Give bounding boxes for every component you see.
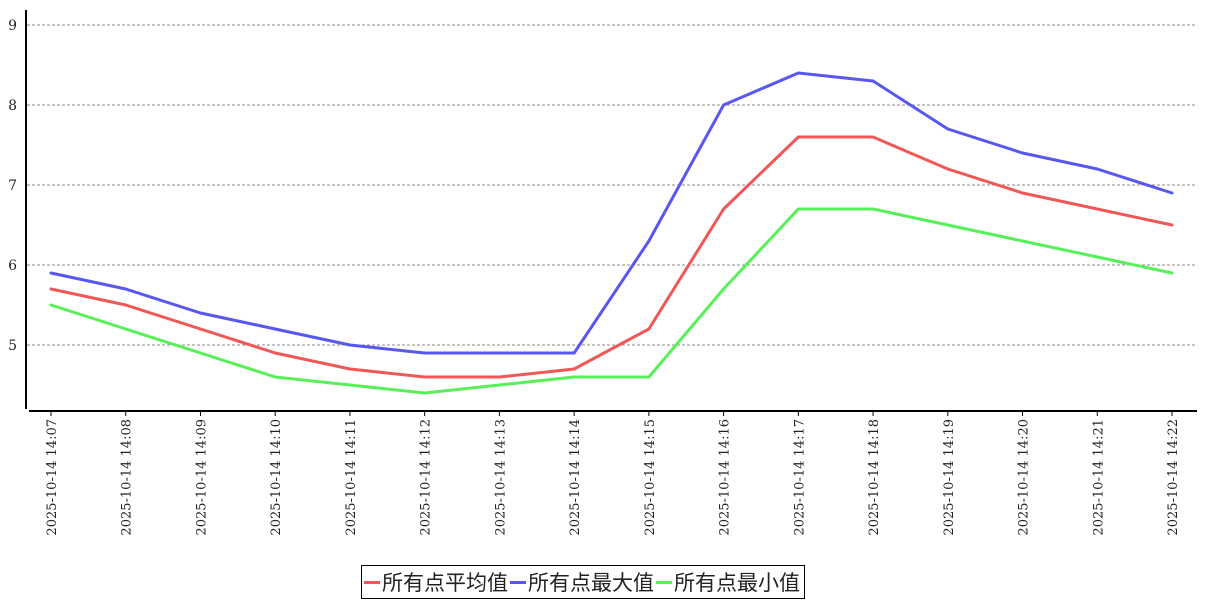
data-point [572, 375, 576, 379]
y-tick-label: 5 [8, 338, 17, 354]
data-point [946, 223, 950, 227]
data-point [423, 391, 427, 395]
data-point [796, 207, 800, 211]
legend-swatch [364, 580, 380, 584]
data-point [273, 375, 277, 379]
x-tick-label: 2025-10-14 14:10 [269, 419, 284, 536]
data-point [497, 351, 501, 355]
legend: 所有点平均值 所有点最大值 所有点最小值 [361, 565, 805, 599]
x-tick-label: 2025-10-14 14:13 [493, 419, 508, 536]
data-point [647, 327, 651, 331]
data-point [1170, 223, 1174, 227]
legend-swatch [510, 580, 526, 584]
data-point [124, 287, 128, 291]
x-tick-label: 2025-10-14 14:07 [45, 419, 60, 536]
legend-item-min[interactable]: 所有点最小值 [656, 567, 800, 597]
data-point [1095, 255, 1099, 259]
data-point [348, 383, 352, 387]
x-tick-label: 2025-10-14 14:11 [344, 419, 359, 536]
x-tick-label: 2025-10-14 14:21 [1091, 419, 1106, 536]
series-line-0 [50, 135, 1173, 379]
data-point [124, 327, 128, 331]
data-point [273, 351, 277, 355]
data-point [722, 287, 726, 291]
y-tick-label: 8 [8, 98, 17, 114]
series-line-1 [50, 71, 1173, 355]
data-point [647, 239, 651, 243]
x-tick-label: 2025-10-14 14:17 [792, 419, 807, 536]
legend-label: 所有点最小值 [674, 571, 800, 595]
y-tick-label: 6 [8, 258, 17, 274]
data-point [871, 207, 875, 211]
data-point [946, 167, 950, 171]
data-point [497, 375, 501, 379]
data-point [273, 327, 277, 331]
data-point [871, 79, 875, 83]
data-point [871, 135, 875, 139]
gridlines [27, 24, 1197, 346]
data-point [1170, 191, 1174, 195]
data-point [198, 351, 202, 355]
data-point [497, 383, 501, 387]
legend-swatch [656, 580, 672, 584]
legend-label: 所有点最大值 [528, 571, 654, 595]
y-tick-label: 7 [8, 178, 17, 194]
x-tick-label: 2025-10-14 14:08 [120, 419, 135, 536]
data-point [198, 311, 202, 315]
legend-item-average[interactable]: 所有点平均值 [364, 567, 508, 597]
y-tick-label: 9 [8, 18, 17, 34]
data-point [1170, 271, 1174, 275]
data-point [572, 367, 576, 371]
data-point [1095, 207, 1099, 211]
data-point [423, 375, 427, 379]
data-point [49, 271, 53, 275]
data-point [796, 135, 800, 139]
data-point [423, 351, 427, 355]
data-point [1021, 151, 1025, 155]
x-tick-label: 2025-10-14 14:18 [867, 419, 882, 536]
x-tick-label: 2025-10-14 14:20 [1017, 419, 1032, 536]
data-point [722, 207, 726, 211]
data-point [348, 343, 352, 347]
data-point [198, 327, 202, 331]
x-tick-label: 2025-10-14 14:22 [1166, 419, 1181, 536]
data-point [946, 127, 950, 131]
series-lines [49, 71, 1174, 395]
data-point [1021, 191, 1025, 195]
series-line-2 [50, 207, 1173, 395]
x-tick-label: 2025-10-14 14:12 [419, 419, 434, 536]
x-axis-ticks: 2025-10-14 14:07 2025-10-14 14:08 2025-10-… [45, 411, 1181, 536]
data-point [348, 367, 352, 371]
legend-item-max[interactable]: 所有点最大值 [510, 567, 654, 597]
x-tick-label: 2025-10-14 14:15 [643, 419, 658, 536]
data-point [572, 351, 576, 355]
data-point [49, 287, 53, 291]
x-tick-label: 2025-10-14 14:16 [718, 419, 733, 536]
data-point [124, 303, 128, 307]
x-tick-label: 2025-10-14 14:19 [942, 419, 957, 536]
data-point [647, 375, 651, 379]
data-point [1021, 239, 1025, 243]
data-point [722, 103, 726, 107]
y-axis-ticks: 5 6 7 8 9 [8, 18, 17, 354]
x-tick-label: 2025-10-14 14:09 [194, 419, 209, 536]
legend-label: 所有点平均值 [382, 571, 508, 595]
data-point [796, 71, 800, 75]
data-point [1095, 167, 1099, 171]
data-point [49, 303, 53, 307]
x-tick-label: 2025-10-14 14:14 [568, 419, 583, 536]
